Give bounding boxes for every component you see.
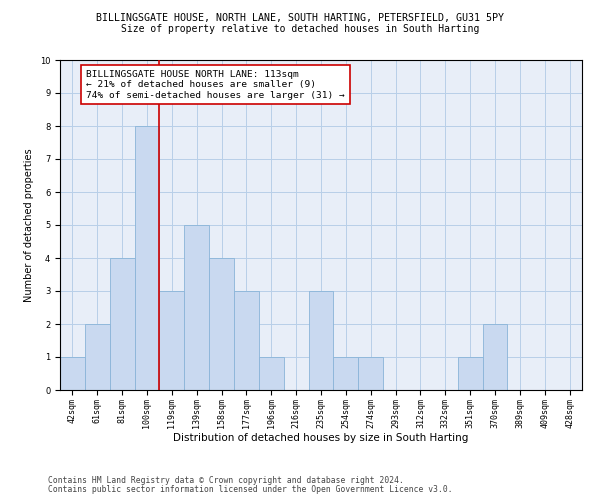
Bar [259,357,284,390]
Bar [308,291,334,390]
Bar [160,291,184,390]
Y-axis label: Number of detached properties: Number of detached properties [24,148,34,302]
Bar [209,258,234,390]
Bar [334,357,358,390]
X-axis label: Distribution of detached houses by size in South Harting: Distribution of detached houses by size … [173,433,469,443]
Bar [60,357,85,390]
Bar [458,357,482,390]
Bar [482,324,508,390]
Text: Size of property relative to detached houses in South Harting: Size of property relative to detached ho… [121,24,479,34]
Bar [134,126,160,390]
Bar [110,258,134,390]
Bar [234,291,259,390]
Text: BILLINGSGATE HOUSE, NORTH LANE, SOUTH HARTING, PETERSFIELD, GU31 5PY: BILLINGSGATE HOUSE, NORTH LANE, SOUTH HA… [96,12,504,22]
Text: Contains HM Land Registry data © Crown copyright and database right 2024.: Contains HM Land Registry data © Crown c… [48,476,404,485]
Bar [184,225,209,390]
Bar [85,324,110,390]
Text: Contains public sector information licensed under the Open Government Licence v3: Contains public sector information licen… [48,485,452,494]
Bar [358,357,383,390]
Text: BILLINGSGATE HOUSE NORTH LANE: 113sqm
← 21% of detached houses are smaller (9)
7: BILLINGSGATE HOUSE NORTH LANE: 113sqm ← … [86,70,345,100]
